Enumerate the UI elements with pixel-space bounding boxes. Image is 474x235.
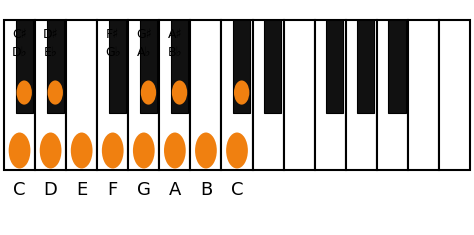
Bar [389,20,406,113]
Text: C: C [13,181,26,199]
Bar [140,20,157,113]
Text: E♭: E♭ [44,46,57,59]
Bar [159,20,191,170]
Ellipse shape [17,80,32,105]
Ellipse shape [133,133,155,168]
Text: C♯: C♯ [12,28,27,42]
Bar [346,20,377,170]
Text: A: A [169,181,181,199]
Bar [221,20,253,170]
Text: D: D [44,181,57,199]
Text: G♯: G♯ [136,28,152,42]
Bar [97,20,128,170]
Ellipse shape [195,133,217,168]
Bar [16,20,33,113]
Text: D♯: D♯ [43,28,58,42]
Bar [315,20,346,170]
Ellipse shape [9,133,30,168]
Ellipse shape [40,133,62,168]
Bar [377,20,408,170]
Bar [66,20,97,170]
Text: E: E [76,181,87,199]
Bar [264,20,281,113]
Text: B: B [200,181,212,199]
Ellipse shape [141,80,156,105]
Ellipse shape [172,80,187,105]
Text: G♭: G♭ [105,46,120,59]
Bar [35,20,66,170]
Ellipse shape [226,133,248,168]
Ellipse shape [164,133,186,168]
Bar [283,20,315,170]
Text: F: F [108,181,118,199]
Bar [357,20,374,113]
Ellipse shape [102,133,124,168]
Bar [253,20,283,170]
Bar [326,20,343,113]
Bar [109,20,126,113]
Bar [191,20,221,170]
Ellipse shape [234,80,249,105]
Bar [171,20,188,113]
Bar [233,20,250,113]
Bar [408,20,439,170]
Text: D♭: D♭ [12,46,27,59]
Text: C: C [231,181,243,199]
Text: B♭: B♭ [168,46,182,59]
Bar [4,20,35,170]
Ellipse shape [71,133,92,168]
Text: G: G [137,181,151,199]
Bar [439,20,470,170]
Bar [128,20,159,170]
Bar [47,20,64,113]
Text: A♭: A♭ [137,46,151,59]
Text: F♯: F♯ [106,28,119,42]
Ellipse shape [47,80,63,105]
Text: A♯: A♯ [168,28,182,42]
